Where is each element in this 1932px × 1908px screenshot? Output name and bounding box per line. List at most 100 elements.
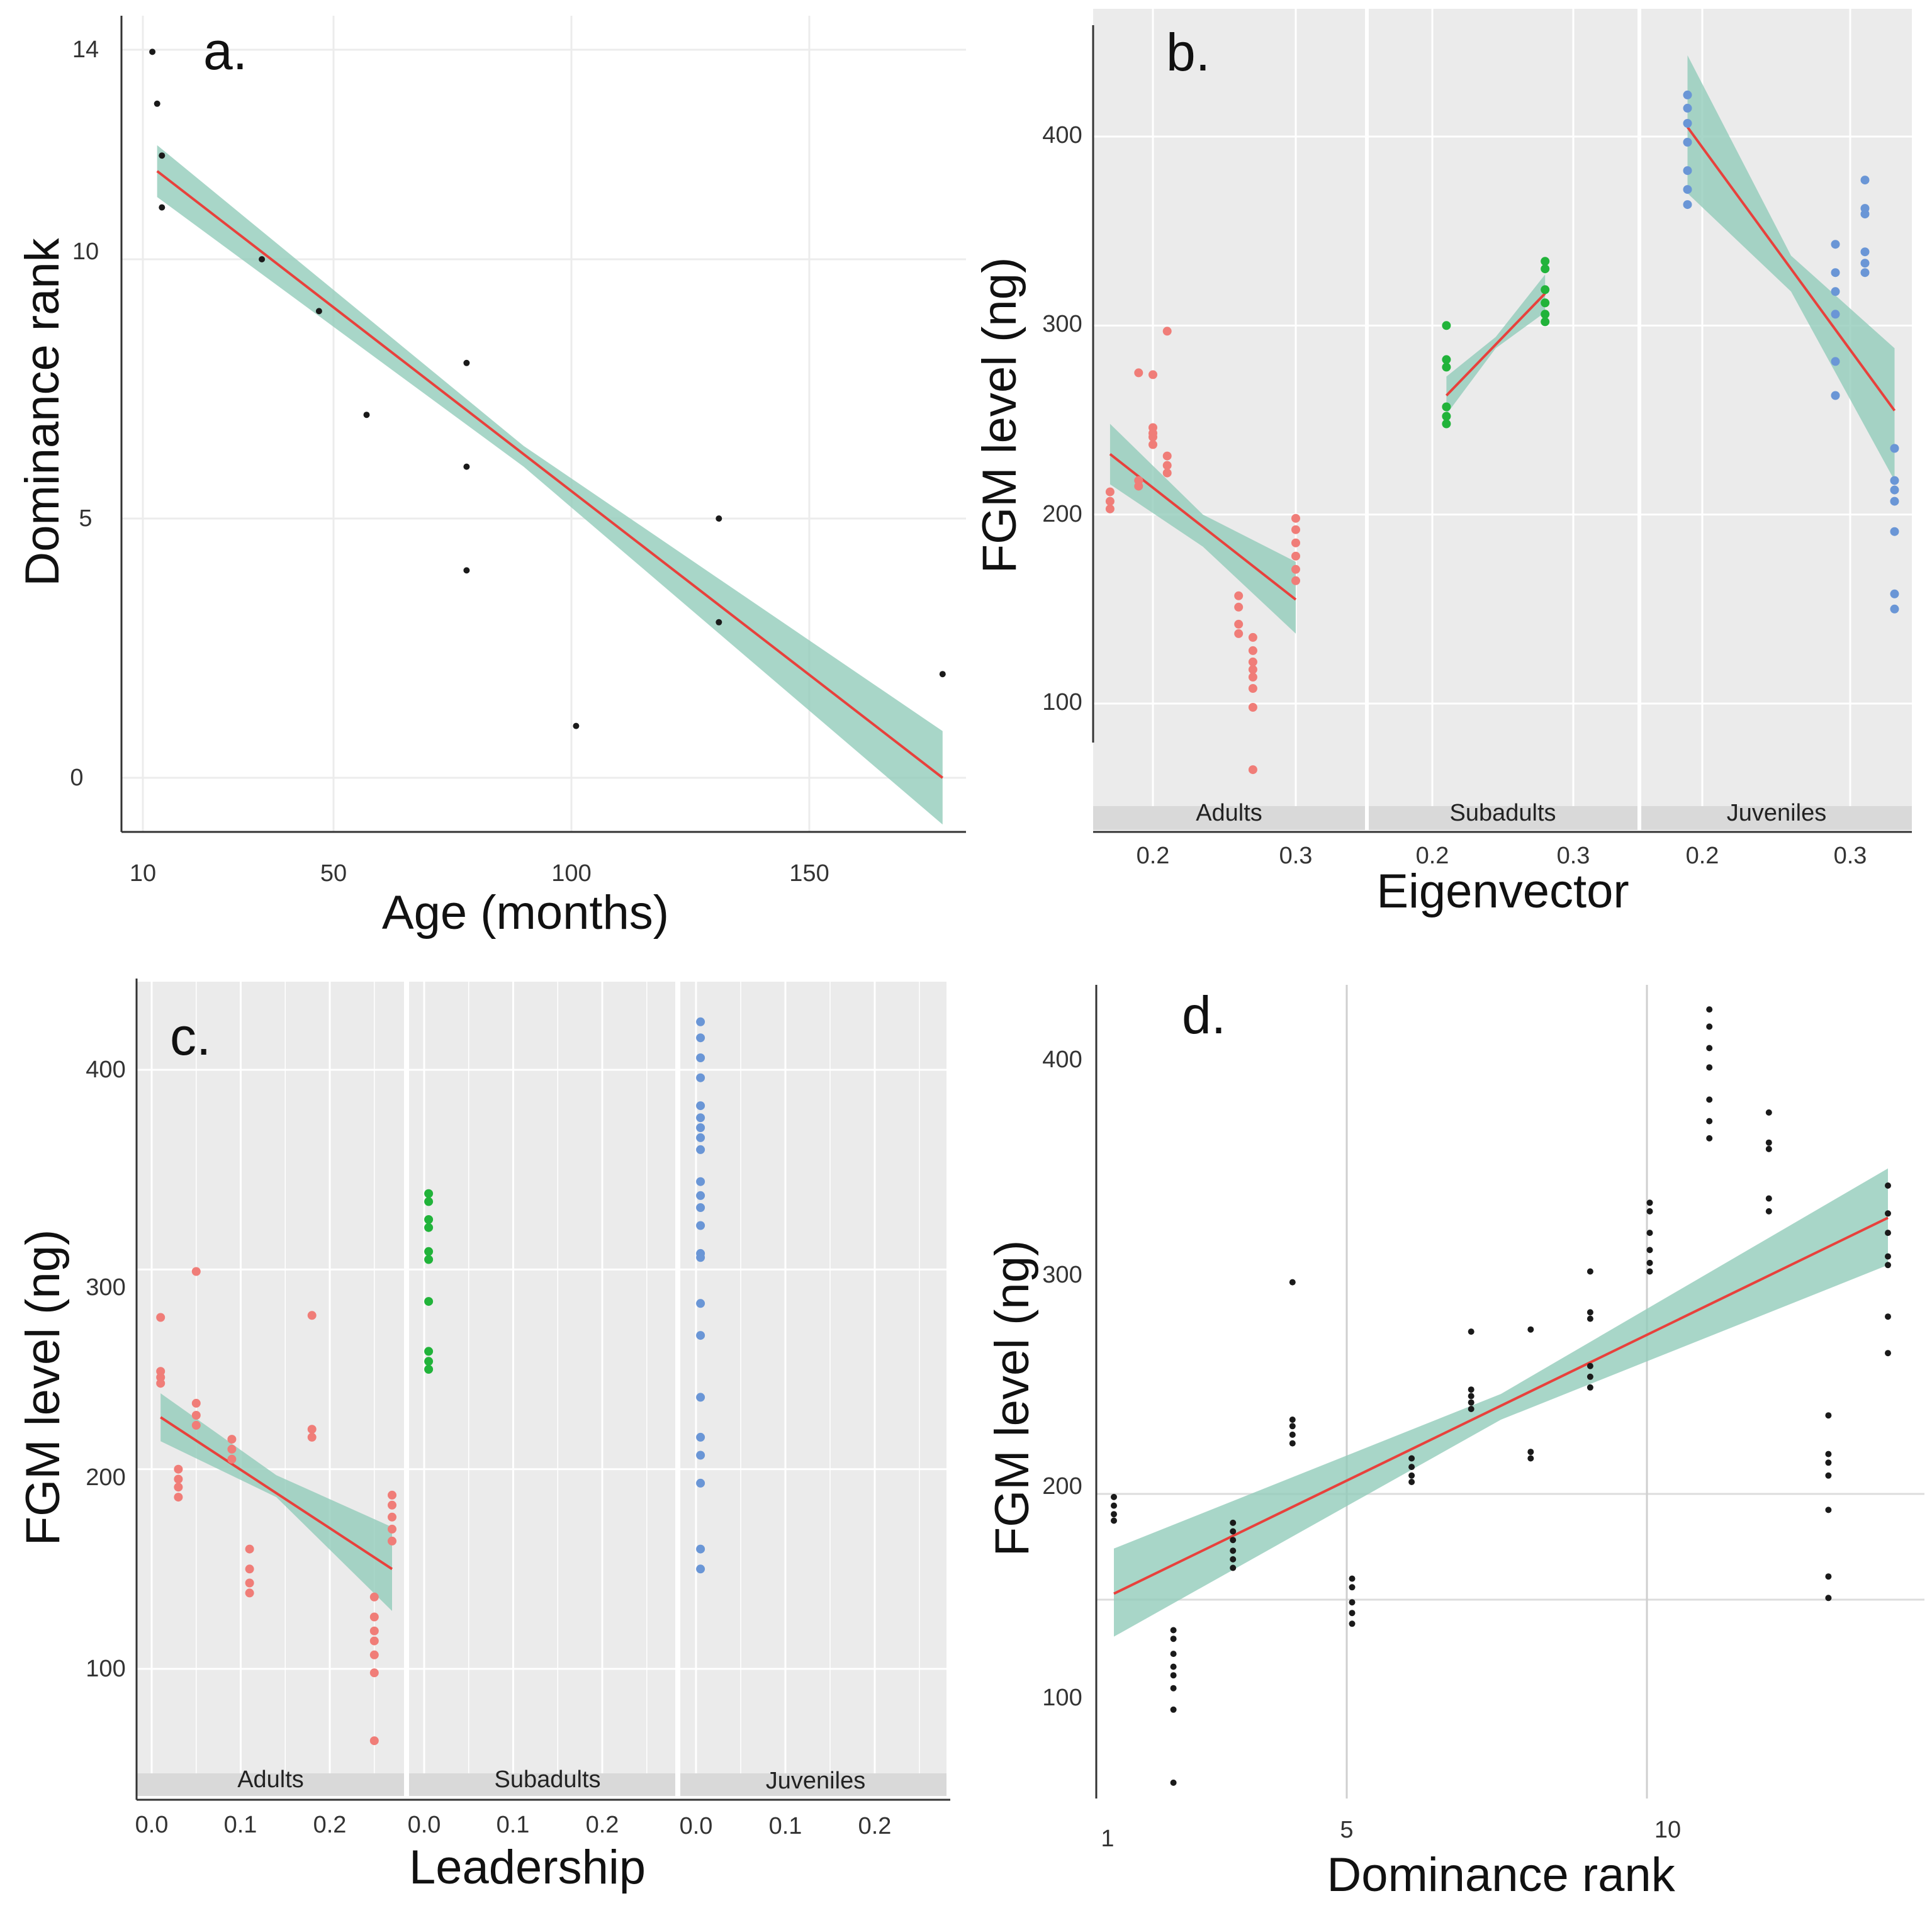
panel-d-point [1170, 1636, 1177, 1642]
panel-b-point [1105, 497, 1115, 506]
panel-c-point [696, 1249, 705, 1258]
panel-d-point [1706, 1135, 1713, 1142]
panel-a-y-axis-label: Dominance rank [16, 237, 69, 586]
panel-d-x-ticks: 1 5 10 [1101, 1817, 1681, 1852]
panel-d-point [1230, 1556, 1237, 1563]
panel-c-xtick: 0.1 [769, 1813, 802, 1839]
panel-c-point [696, 1432, 705, 1442]
panel-c-point [369, 1592, 379, 1602]
panel-d-point [1825, 1507, 1832, 1513]
panel-a-xtick: 150 [789, 860, 829, 887]
panel-d-grid [1096, 985, 1924, 1799]
panel-b-point [1442, 321, 1451, 330]
panel-a-x-axis-label: Age (months) [382, 886, 669, 940]
panel-d-point [1765, 1109, 1772, 1116]
panel-d-point [1289, 1417, 1296, 1423]
panel-d-point [1349, 1620, 1356, 1627]
panel-b-point [1541, 310, 1550, 319]
panel-d-point [1408, 1472, 1415, 1479]
panel-d-point [1527, 1455, 1534, 1462]
panel-d-point [1170, 1706, 1177, 1713]
panel-b-point [1860, 247, 1870, 257]
panel-c-strip-subadults [409, 1773, 675, 1796]
panel-b-point [1234, 602, 1244, 612]
panel-b-point [1149, 440, 1157, 449]
panel-d-point [1587, 1315, 1593, 1322]
panel-c-point [696, 1191, 705, 1200]
panel-c-point [174, 1483, 183, 1492]
panel-d-point [1468, 1406, 1474, 1412]
panel-b-point [1541, 285, 1550, 295]
panel-c-strips: Adults Subadults Juveniles [137, 1766, 946, 1796]
panel-d-point [1468, 1328, 1474, 1335]
panel-c: Adults Subadults Juveniles 100 200 300 4… [16, 979, 950, 1894]
panel-c-point [696, 1544, 705, 1554]
panel-c-xtick: 0.0 [680, 1813, 713, 1839]
panel-b-point [1248, 765, 1257, 775]
panel-c-point [696, 1123, 705, 1132]
panel-d-point [1706, 1006, 1713, 1013]
panel-c-point [696, 1133, 705, 1142]
panel-c-point [424, 1215, 434, 1224]
panel-d-point [1230, 1519, 1237, 1526]
panel-d-point [1230, 1528, 1237, 1535]
panel-b-point [1683, 90, 1692, 99]
panel-d-label: d. [1182, 985, 1226, 1045]
panel-d-point [1646, 1199, 1653, 1206]
panel-d-point [1765, 1195, 1772, 1202]
panel-a-point [716, 619, 722, 626]
panel-b-point [1105, 504, 1115, 513]
panel-a-point [154, 100, 160, 107]
panel-d-point [1885, 1262, 1891, 1269]
panel-b-point [1890, 589, 1899, 598]
panel-d-point [1230, 1547, 1237, 1554]
panel-b-point [1683, 185, 1692, 194]
panel-b-point [1234, 591, 1244, 600]
panel-b-point [1248, 665, 1257, 674]
panel-c-point [191, 1267, 201, 1276]
panel-b-point [1248, 673, 1257, 682]
panel-d-point [1170, 1779, 1177, 1786]
panel-d-ytick: 300 [1042, 1262, 1082, 1288]
panel-d-ytick: 400 [1042, 1047, 1082, 1073]
panel-d-fit-line [1113, 1216, 1889, 1595]
panel-b-point [1105, 487, 1115, 497]
panel-d-xtick: 1 [1101, 1826, 1114, 1852]
panel-c-point [174, 1493, 183, 1502]
panel-b-y-axis-label: FGM level (ng) [973, 257, 1026, 574]
panel-a-point [259, 256, 266, 262]
panel-d-point [1170, 1672, 1177, 1679]
panel-c-xtick: 0.2 [586, 1812, 619, 1838]
panel-c-point [245, 1564, 254, 1574]
panel-d-point [1706, 1064, 1713, 1071]
panel-c-point [227, 1435, 237, 1444]
panel-b-point [1541, 264, 1550, 274]
panel-c-strip-label-adults: Adults [237, 1766, 304, 1793]
panel-a: 0 5 10 14 10 50 100 150 a. Age (months) … [16, 16, 966, 940]
panel-b-point [1541, 298, 1550, 308]
panel-d-point [1885, 1253, 1891, 1260]
panel-b-strip-subadults [1369, 806, 1637, 830]
panel-b-point [1860, 259, 1870, 268]
panel-d-point [1706, 1118, 1713, 1125]
panel-d-point [1170, 1685, 1177, 1692]
panel-d-point [1170, 1663, 1177, 1670]
panel-b-point [1860, 268, 1870, 278]
panel-c-point [227, 1454, 237, 1464]
panel-b-point [1291, 513, 1300, 523]
panel-b-point [1831, 310, 1840, 319]
panel-b-point [1149, 423, 1157, 432]
panel-d-ytick: 200 [1042, 1473, 1082, 1500]
panel-b-point [1162, 327, 1172, 336]
panel-c-point [245, 1578, 254, 1588]
panel-d-point [1646, 1247, 1653, 1254]
panel-d-point [1765, 1208, 1772, 1215]
panel-d-point [1825, 1472, 1832, 1479]
panel-d-point [1468, 1399, 1474, 1406]
panel-b-confidence-band [1109, 424, 1296, 634]
panel-a-fit-line [156, 170, 944, 779]
panel-d-point [1527, 1449, 1534, 1456]
panel-d-point [1468, 1393, 1474, 1400]
panel-c-point [369, 1612, 379, 1622]
panel-c-point [388, 1512, 396, 1522]
